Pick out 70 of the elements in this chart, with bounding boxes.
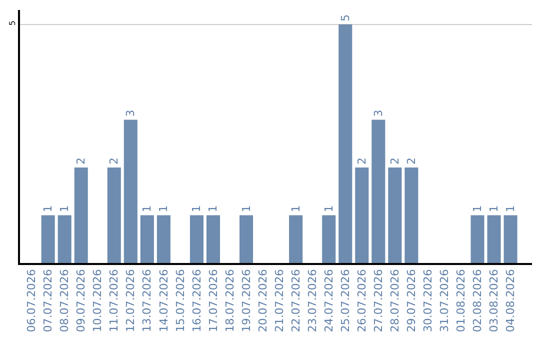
data-label: 2 <box>355 158 368 165</box>
x-tick-label: 26.07.2026 <box>355 269 368 332</box>
data-label: 3 <box>372 110 385 117</box>
x-tick-label: 20.07.2026 <box>256 269 270 332</box>
x-tick-label: 25.07.2026 <box>338 269 352 332</box>
data-label: 5 <box>338 14 352 22</box>
bar <box>206 215 220 263</box>
data-label: 2 <box>108 158 121 165</box>
data-label: 2 <box>388 158 402 165</box>
data-label: 1 <box>157 205 170 212</box>
x-tick-label: 15.07.2026 <box>174 269 187 332</box>
x-tick-label: 17.07.2026 <box>206 269 220 332</box>
bar <box>322 215 336 263</box>
bar <box>107 168 121 263</box>
bar <box>140 215 154 263</box>
x-tick-label: 04.08.2026 <box>504 269 518 332</box>
x-tick-label: 07.07.2026 <box>42 269 55 332</box>
data-label: 1 <box>471 205 484 212</box>
bar <box>388 168 402 263</box>
bar <box>58 215 72 263</box>
bar <box>156 215 170 263</box>
x-tick-label: 29.07.2026 <box>405 269 418 332</box>
data-label: 1 <box>504 205 518 212</box>
bar <box>504 215 518 263</box>
x-tick-label: 22.07.2026 <box>289 269 302 332</box>
bar <box>74 168 88 263</box>
data-label: 1 <box>140 205 154 212</box>
bar <box>124 120 138 263</box>
data-label: 1 <box>206 205 220 212</box>
x-tick-label: 30.07.2026 <box>422 269 435 332</box>
x-tick-label: 01.08.2026 <box>454 269 468 332</box>
data-label: 1 <box>240 205 253 212</box>
data-label: 2 <box>404 158 418 165</box>
x-tick-label: 31.07.2026 <box>438 269 452 332</box>
data-label: 1 <box>42 205 55 212</box>
x-tick-label: 08.07.2026 <box>58 269 72 332</box>
bar <box>190 215 204 263</box>
bar <box>470 215 484 263</box>
x-tick-label: 06.07.2026 <box>25 269 38 332</box>
bar <box>41 215 55 263</box>
x-tick-label: 12.07.2026 <box>124 269 138 332</box>
bar <box>372 120 386 263</box>
data-label: 3 <box>124 110 138 117</box>
x-tick-label: 13.07.2026 <box>140 269 154 332</box>
x-tick-label: 16.07.2026 <box>190 269 204 332</box>
bar <box>289 215 303 263</box>
x-tick-label: 10.07.2026 <box>91 269 104 332</box>
data-label: 2 <box>74 158 88 165</box>
x-tick-label: 19.07.2026 <box>240 269 253 332</box>
x-tick-label: 21.07.2026 <box>272 269 286 332</box>
data-label: 1 <box>58 205 72 212</box>
x-tick-label: 27.07.2026 <box>372 269 385 332</box>
bar <box>404 168 418 263</box>
x-tick-label: 02.08.2026 <box>471 269 484 332</box>
x-tick-label: 18.07.2026 <box>223 269 236 332</box>
data-label: 1 <box>190 205 204 212</box>
bar <box>338 24 352 263</box>
data-label: 1 <box>289 205 302 212</box>
bar <box>240 215 254 263</box>
x-tick-label: 09.07.2026 <box>74 269 88 332</box>
data-label: 1 <box>322 205 336 212</box>
data-label: 1 <box>488 205 501 212</box>
x-tick-label: 03.08.2026 <box>488 269 501 332</box>
bar <box>355 168 369 263</box>
x-tick-label: 14.07.2026 <box>157 269 170 332</box>
x-tick-label: 11.07.2026 <box>108 269 121 332</box>
x-tick-label: 28.07.2026 <box>388 269 402 332</box>
bar <box>487 215 501 263</box>
x-tick-label: 24.07.2026 <box>322 269 336 332</box>
x-tick-label: 23.07.2026 <box>306 269 319 332</box>
